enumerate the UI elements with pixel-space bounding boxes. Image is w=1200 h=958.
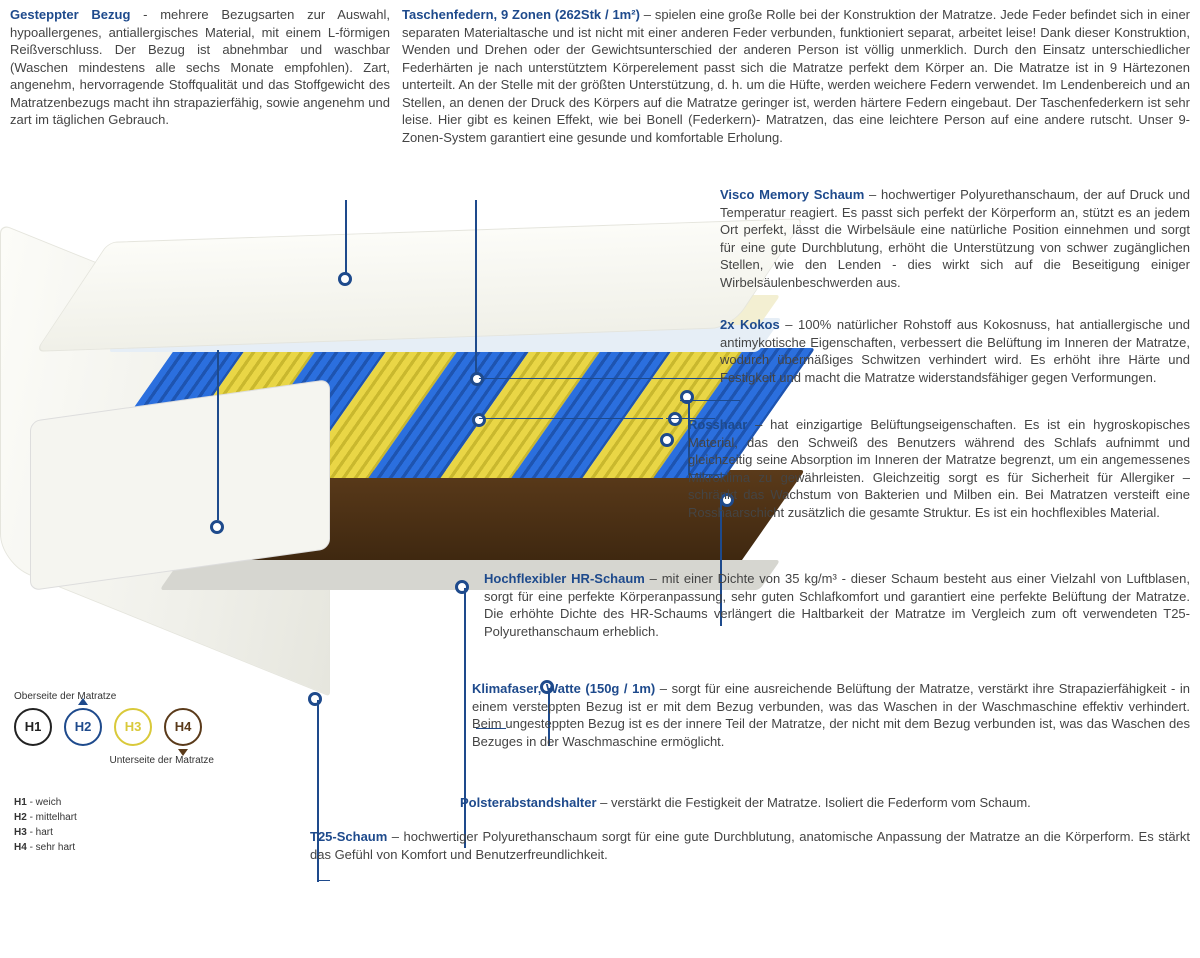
- legend-bottom-label: Unterseite der Matratze: [14, 754, 214, 768]
- leader-line: [317, 880, 330, 881]
- cover-title: Gesteppter Bezug: [10, 7, 130, 22]
- springs-title: Taschenfedern, 9 Zonen (262Stk / 1m²): [402, 7, 640, 22]
- callout-dot: [455, 580, 469, 594]
- callout-dot: [470, 372, 484, 386]
- material-description: Rosshaar – hat einzigartige Belüftungsei…: [688, 416, 1190, 521]
- material-title: Rosshaar: [688, 417, 747, 432]
- hardness-circle: H2: [64, 708, 102, 746]
- cover-text: - mehrere Bezugsarten zur Auswahl, hypoa…: [10, 7, 390, 127]
- leader-line: [217, 350, 219, 520]
- legend-circles: H1 H2 H3 H4: [14, 708, 294, 746]
- callout-dot: [472, 413, 486, 427]
- legend-definitions: H1 - weichH2 - mittelhartH3 - hartH4 - s…: [14, 795, 294, 855]
- material-description: 2x Kokos – 100% natürlicher Rohstoff aus…: [720, 316, 1190, 386]
- legend-def-key: H3: [14, 827, 27, 838]
- cover-description: Gesteppter Bezug - mehrere Bezugsarten z…: [10, 6, 390, 146]
- leader-line: [479, 378, 739, 379]
- callout-dot: [210, 520, 224, 534]
- material-text: – 100% natürlicher Rohstoff aus Kokosnus…: [720, 317, 1190, 385]
- leader-line: [479, 418, 663, 419]
- material-text: – hat einzigartige Belüftungseigenschaft…: [688, 417, 1190, 520]
- legend-def-row: H2 - mittelhart: [14, 810, 294, 825]
- material-text: – hochwertiger Polyurethanschaum, der au…: [720, 187, 1190, 290]
- material-title: Klimafaser, Watte (150g / 1m): [472, 681, 655, 696]
- material-title: Visco Memory Schaum: [720, 187, 864, 202]
- legend-def-val: - sehr hart: [27, 842, 75, 853]
- material-text: – hochwertiger Polyurethanschaum sorgt f…: [310, 829, 1190, 862]
- material-title: 2x Kokos: [720, 317, 780, 332]
- legend-def-key: H2: [14, 812, 27, 823]
- material-description: Klimafaser, Watte (150g / 1m) – sorgt fü…: [472, 680, 1190, 750]
- legend-def-key: H1: [14, 797, 27, 808]
- hardness-circle: H1: [14, 708, 52, 746]
- legend-def-val: - mittelhart: [27, 812, 77, 823]
- legend-def-row: H4 - sehr hart: [14, 840, 294, 855]
- material-description: T25-Schaum – hochwertiger Polyurethansch…: [310, 828, 1190, 863]
- material-title: Hochflexibler HR-Schaum: [484, 571, 645, 586]
- legend-def-key: H4: [14, 842, 27, 853]
- material-description: Polsterabstandshalter – verstärkt die Fe…: [460, 794, 1190, 812]
- legend-def-val: - weich: [27, 797, 61, 808]
- callout-dot: [680, 390, 694, 404]
- arrow-down-icon: [178, 749, 188, 756]
- legend-def-val: - hart: [27, 827, 53, 838]
- callout-dot: [668, 412, 682, 426]
- springs-text: – spielen eine große Rolle bei der Konst…: [402, 7, 1190, 145]
- callout-dot: [660, 433, 674, 447]
- material-title: T25-Schaum: [310, 829, 387, 844]
- springs-description: Taschenfedern, 9 Zonen (262Stk / 1m²) – …: [402, 6, 1190, 146]
- legend-top-label: Oberseite der Matratze: [14, 690, 294, 704]
- arrow-up-icon: [78, 698, 88, 705]
- leader-line: [345, 200, 347, 274]
- material-title: Polsterabstandshalter: [460, 795, 597, 810]
- leader-line: [475, 200, 477, 374]
- hardness-circle: H3: [114, 708, 152, 746]
- material-description: Hochflexibler HR-Schaum – mit einer Dich…: [484, 570, 1190, 640]
- top-text-row: Gesteppter Bezug - mehrere Bezugsarten z…: [0, 0, 1200, 146]
- material-text: – verstärkt die Festigkeit der Matratze.…: [597, 795, 1031, 810]
- legend-def-row: H3 - hart: [14, 825, 294, 840]
- hardness-circle: H4: [164, 708, 202, 746]
- legend-def-row: H1 - weich: [14, 795, 294, 810]
- callout-dot: [308, 692, 322, 706]
- callout-dot: [338, 272, 352, 286]
- material-description: Visco Memory Schaum – hochwertiger Polyu…: [720, 186, 1190, 291]
- hardness-legend: Oberseite der Matratze H1 H2 H3 H4 Untersei…: [14, 690, 294, 855]
